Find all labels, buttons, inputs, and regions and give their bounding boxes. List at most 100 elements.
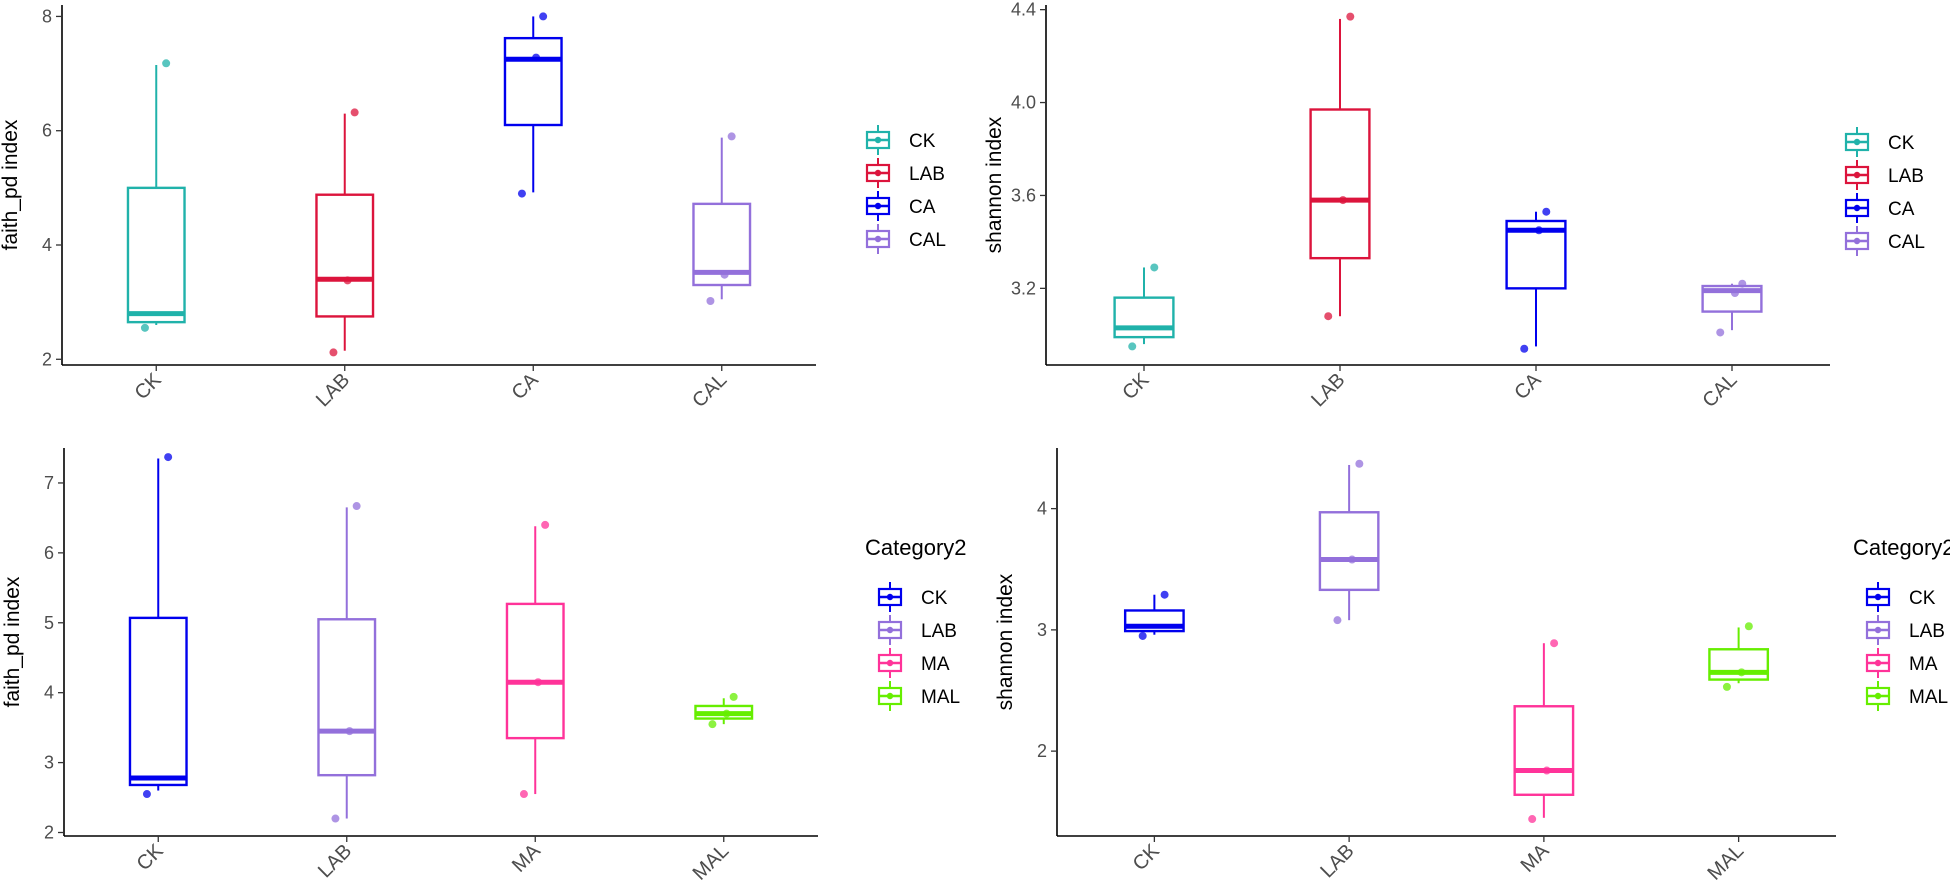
legend-item-ck: CK: [865, 125, 936, 155]
legend-label: CAL: [909, 230, 946, 251]
x-tick-label: CA: [1510, 369, 1546, 405]
data-point: [517, 189, 526, 198]
legend-item-ca: CA: [865, 191, 936, 221]
x-tick-label: CAL: [688, 369, 731, 412]
legend-key-dot: [886, 692, 894, 700]
legend-key-dot: [886, 626, 894, 634]
y-tick-label: 5: [44, 613, 54, 633]
data-point: [1338, 196, 1347, 205]
data-point: [350, 108, 359, 117]
legend-title: Category2: [1853, 535, 1950, 560]
box-rect: [317, 618, 377, 777]
legend: Category2 CK LAB MA MAL: [865, 535, 967, 711]
box-cal: [692, 132, 752, 305]
box-ck: [128, 453, 188, 799]
data-point: [1138, 631, 1147, 640]
legend-item-ma: MA: [877, 648, 950, 678]
box-rect: [1123, 609, 1185, 633]
x-tick-label: CAL: [1698, 369, 1741, 412]
legend: CK LAB CA CAL: [1844, 127, 1925, 256]
box-cal: [1701, 279, 1763, 337]
data-point: [1128, 342, 1137, 351]
data-point: [1150, 263, 1159, 272]
x-tick-label: CK: [1129, 840, 1165, 876]
y-tick-label: 3.2: [1011, 278, 1036, 298]
data-point: [706, 297, 715, 305]
legend-item-ma: MA: [1865, 648, 1938, 678]
y-tick-label: 4: [1037, 499, 1047, 519]
data-point: [345, 727, 354, 736]
data-point: [352, 502, 361, 511]
box-rect: [505, 602, 565, 740]
box-rect: [128, 616, 188, 787]
data-point: [1722, 682, 1731, 691]
legend-key-dot: [1853, 138, 1861, 146]
legend-item-cal: CAL: [865, 224, 946, 254]
legend-label: LAB: [909, 164, 945, 185]
box-rect: [1701, 284, 1763, 313]
data-point: [1348, 555, 1357, 564]
legend-key-dot: [886, 659, 894, 667]
data-point: [162, 59, 171, 68]
legend-key-dot: [1874, 692, 1882, 700]
data-point: [1542, 207, 1551, 216]
box-ca: [503, 12, 563, 198]
legend-label: CA: [1888, 199, 1915, 220]
panel-2: 3.2 3.6 4.0 4.4 shannon index CK LAB CA CAL CK LAB…: [983, 0, 1925, 412]
legend-item-lab: LAB: [865, 158, 945, 188]
legend-item-ck: CK: [1865, 582, 1936, 612]
data-point: [331, 814, 340, 823]
box-ca: [1505, 207, 1567, 353]
legend-key-dot: [874, 169, 882, 177]
legend-key-dot: [1874, 593, 1882, 601]
data-point: [708, 720, 717, 729]
y-tick-label: 4.4: [1011, 0, 1036, 20]
data-point: [1324, 312, 1333, 321]
legend-item-lab: LAB: [1865, 615, 1945, 645]
x-tick-label: MAL: [689, 840, 734, 885]
data-point: [1744, 622, 1753, 631]
data-point: [539, 12, 548, 21]
x-tick-label: CK: [133, 840, 169, 876]
data-point: [1738, 279, 1747, 288]
data-point: [140, 323, 149, 332]
box-ck: [126, 59, 186, 332]
box-lab: [317, 502, 377, 823]
panel-4: 2 3 4 shannon index CK LAB MA MAL Category2 CK LAB…: [994, 448, 1950, 885]
legend-label: CK: [1888, 133, 1915, 154]
y-tick-label: 8: [42, 6, 52, 26]
data-point: [722, 709, 731, 718]
legend-label: CA: [909, 197, 936, 218]
x-tick-label: LAB: [314, 840, 356, 882]
legend-title: Category2: [865, 535, 967, 560]
x-tick-label: LAB: [312, 369, 354, 411]
y-tick-label: 6: [42, 121, 52, 141]
box-rect: [1708, 648, 1770, 681]
legend: Category2 CK LAB MA MAL: [1853, 535, 1950, 711]
data-point: [164, 453, 173, 462]
data-point: [1550, 639, 1559, 648]
legend-label: MAL: [921, 687, 960, 708]
box-lab: [315, 108, 375, 357]
box-rect: [315, 193, 375, 318]
y-tick-label: 3: [44, 753, 54, 773]
legend-label: CK: [1909, 588, 1936, 609]
legend-key-dot: [1853, 171, 1861, 179]
box-rect: [1113, 296, 1175, 339]
data-point: [1716, 328, 1725, 337]
legend-key-dot: [886, 593, 894, 601]
legend-key-dot: [1853, 237, 1861, 245]
data-point: [1520, 344, 1529, 353]
box-ma: [505, 520, 565, 799]
data-point: [1160, 590, 1169, 599]
box-rect: [692, 202, 752, 287]
data-point: [1737, 668, 1746, 677]
legend-key-dot: [1874, 659, 1882, 667]
data-point: [1542, 766, 1551, 775]
legend: CK LAB CA CAL: [865, 125, 946, 254]
legend-key-dot: [1853, 204, 1861, 212]
data-point: [519, 790, 528, 799]
data-point: [720, 270, 729, 279]
legend-label: LAB: [921, 621, 957, 642]
